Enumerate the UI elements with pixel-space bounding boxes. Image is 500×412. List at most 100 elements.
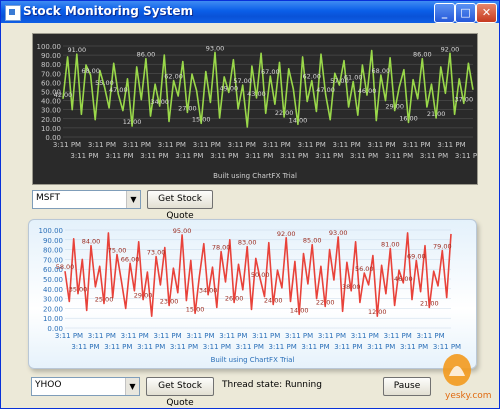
- x-tick-label: 3:11 PM: [280, 152, 308, 160]
- x-tick-label: 3:11 PM: [433, 343, 461, 351]
- data-label: 15.00: [192, 115, 211, 123]
- x-tick-label: 3:11 PM: [333, 141, 361, 149]
- data-label: 62.00: [302, 73, 321, 81]
- x-tick-label: 3:11 PM: [298, 141, 326, 149]
- data-label: 69.00: [407, 252, 426, 260]
- y-tick-label: 80.00: [41, 61, 61, 69]
- x-tick-label: 3:11 PM: [137, 343, 165, 351]
- x-tick-label: 3:11 PM: [420, 152, 448, 160]
- data-label: 67.00: [261, 68, 280, 76]
- chart-footer: Built using ChartFX Trial: [211, 356, 295, 364]
- x-tick-label: 3:11 PM: [402, 141, 430, 149]
- data-label: 93.00: [329, 229, 348, 237]
- data-label: 46.00: [394, 275, 413, 283]
- y-tick-label: 70.00: [43, 256, 63, 264]
- x-tick-label: 3:11 PM: [70, 152, 98, 160]
- data-label: 57.00: [233, 77, 252, 85]
- data-label: 42.00: [54, 91, 73, 99]
- maximize-button[interactable]: □: [455, 3, 476, 23]
- data-label: 49.00: [220, 84, 239, 92]
- y-tick-label: 100.00: [39, 227, 64, 235]
- x-tick-label: 3:11 PM: [400, 343, 428, 351]
- x-tick-label: 3:11 PM: [186, 332, 214, 340]
- symbol-combo-top[interactable]: MSFT ▼: [32, 190, 141, 209]
- y-tick-label: 60.00: [41, 79, 61, 87]
- x-tick-label: 3:11 PM: [71, 343, 99, 351]
- data-label: 29.00: [385, 103, 404, 111]
- get-stock-quote-button-bottom[interactable]: Get Stock Quote: [146, 377, 214, 408]
- data-label: 78.00: [212, 244, 231, 252]
- data-label: 57.00: [330, 77, 349, 85]
- x-tick-label: 3:11 PM: [219, 332, 247, 340]
- x-tick-label: 3:11 PM: [315, 152, 343, 160]
- watermark-icon: yesky.com: [443, 354, 492, 401]
- y-tick-label: 10.00: [41, 125, 61, 133]
- data-label: 56.00: [355, 265, 374, 273]
- x-tick-label: 3:11 PM: [158, 141, 186, 149]
- data-label: 15.00: [186, 305, 205, 313]
- chevron-down-icon[interactable]: ▼: [125, 378, 139, 395]
- data-label: 27.00: [178, 104, 197, 112]
- y-tick-label: 100.00: [37, 43, 62, 51]
- y-tick-label: 90.00: [43, 237, 63, 245]
- x-tick-label: 3:11 PM: [210, 152, 238, 160]
- y-tick-label: 50.00: [41, 89, 61, 97]
- data-label: 86.00: [137, 51, 156, 59]
- x-tick-label: 3:11 PM: [334, 343, 362, 351]
- window-title: Stock Monitoring System: [23, 4, 194, 18]
- y-tick-label: 40.00: [41, 98, 61, 106]
- watermark-text: yesky.com: [445, 391, 492, 401]
- title-bar[interactable]: Stock Monitoring System _ □ ✕: [1, 1, 499, 23]
- data-label: 92.00: [441, 45, 460, 53]
- data-label: 37.00: [454, 95, 473, 103]
- data-label: 22.00: [316, 298, 335, 306]
- data-label: 84.00: [82, 238, 101, 246]
- y-tick-label: 10.00: [43, 315, 63, 323]
- data-label: 29.00: [134, 292, 153, 300]
- y-tick-label: 30.00: [43, 296, 63, 304]
- data-label: 73.00: [147, 248, 166, 256]
- x-tick-label: 3:11 PM: [175, 152, 203, 160]
- chevron-down-icon[interactable]: ▼: [126, 191, 140, 208]
- data-label: 55.00: [95, 79, 114, 87]
- thread-state-label: Thread state: Running: [222, 380, 322, 390]
- data-label: 81.00: [381, 241, 400, 249]
- data-label: 85.00: [303, 237, 322, 245]
- data-label: 61.00: [344, 73, 363, 81]
- y-tick-label: 40.00: [43, 286, 63, 294]
- data-label: 22.00: [275, 109, 294, 117]
- y-tick-label: 20.00: [41, 116, 61, 124]
- data-label: 79.00: [433, 243, 452, 251]
- y-tick-label: 0.00: [47, 325, 63, 333]
- y-tick-label: 20.00: [43, 305, 63, 313]
- symbol-combo-bottom[interactable]: YHOO ▼: [31, 377, 140, 396]
- data-label: 35.00: [69, 286, 88, 294]
- x-tick-label: 3:11 PM: [385, 152, 413, 160]
- symbol-value-bottom: YHOO: [35, 380, 62, 390]
- minimize-button[interactable]: _: [434, 3, 455, 23]
- data-label: 21.00: [427, 110, 446, 118]
- data-label: 12.00: [368, 308, 387, 316]
- app-icon: [5, 5, 21, 21]
- x-tick-label: 3:11 PM: [153, 332, 181, 340]
- pause-button[interactable]: Pause: [383, 377, 431, 396]
- get-stock-quote-button-top[interactable]: Get Stock Quote: [147, 190, 213, 221]
- x-tick-label: 3:11 PM: [384, 332, 412, 340]
- data-label: 62.00: [164, 73, 183, 81]
- x-tick-label: 3:11 PM: [236, 343, 264, 351]
- data-label: 58.00: [56, 263, 75, 271]
- data-label: 66.00: [121, 255, 140, 263]
- data-label: 86.00: [413, 51, 432, 59]
- x-tick-label: 3:11 PM: [367, 343, 395, 351]
- data-label: 23.00: [160, 297, 179, 305]
- data-label: 16.00: [399, 114, 418, 122]
- data-label: 34.00: [150, 98, 169, 106]
- x-tick-label: 3:11 PM: [170, 343, 198, 351]
- close-button[interactable]: ✕: [476, 3, 497, 23]
- x-tick-label: 3:11 PM: [228, 141, 256, 149]
- y-tick-label: 30.00: [41, 107, 61, 115]
- data-label: 34.00: [199, 287, 218, 295]
